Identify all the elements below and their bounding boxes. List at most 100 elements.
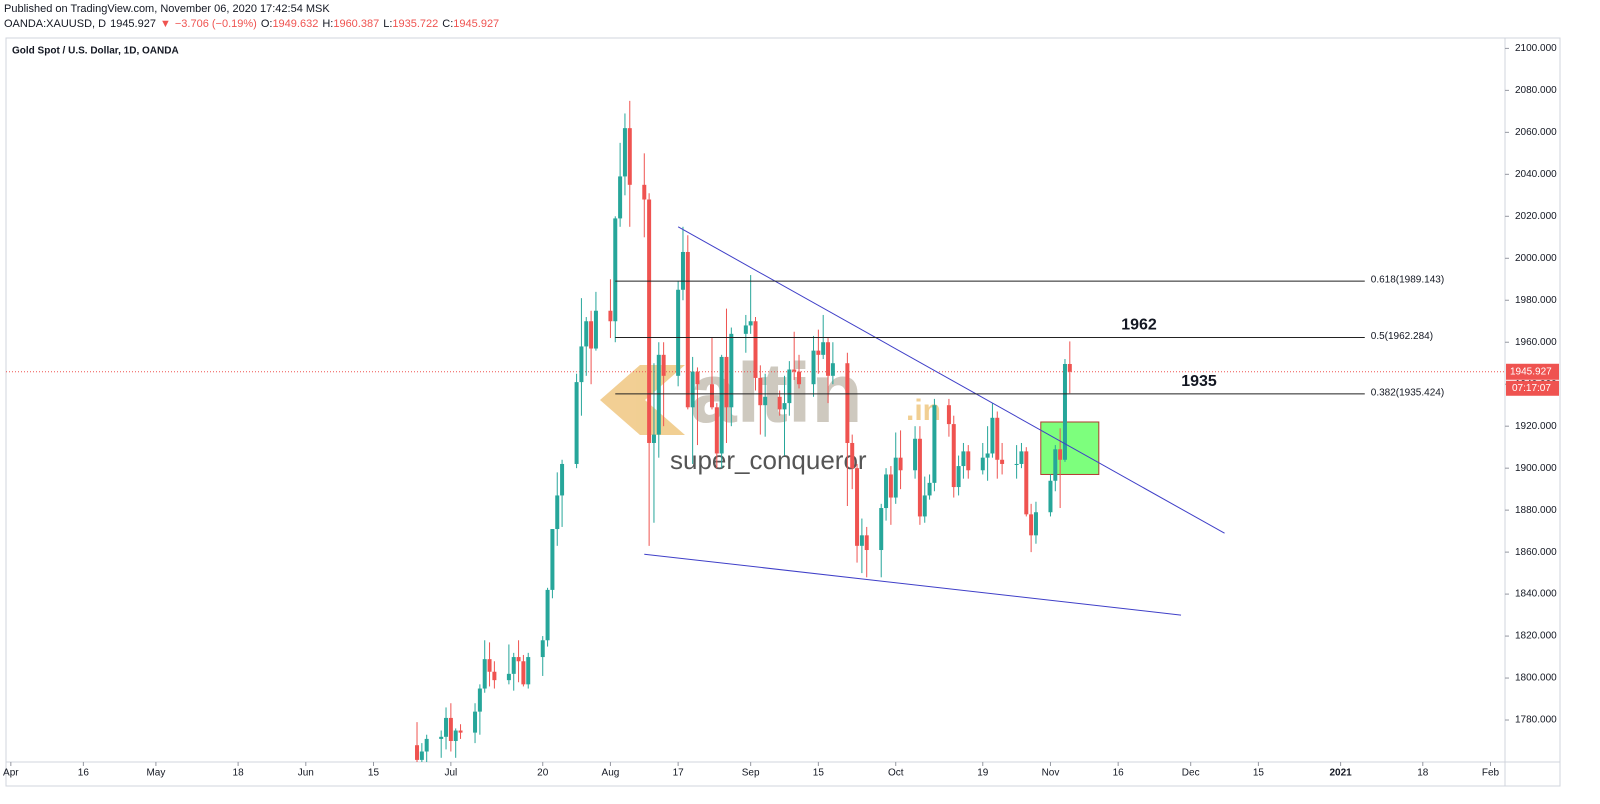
fib-note: 1935 — [1181, 373, 1217, 390]
candle-body — [946, 405, 951, 425]
candle-body — [618, 176, 623, 219]
candle-body — [584, 321, 589, 347]
candle-body — [763, 396, 768, 406]
y-tick-label: 1800.000 — [1515, 673, 1557, 684]
candle-body — [1062, 363, 1067, 460]
candle-body — [985, 453, 990, 458]
trend-line — [644, 553, 1182, 616]
candle-body — [811, 350, 816, 385]
x-tick-label: Sep — [742, 768, 760, 779]
fib-label: 0.618(1989.143) — [1371, 275, 1444, 286]
ohlc-label: O: — [260, 18, 273, 30]
y-tick-label: 1980.000 — [1515, 295, 1557, 306]
ohlc-value: 1960.387 — [333, 18, 380, 30]
candle-body — [1053, 449, 1058, 481]
countdown: 07:17:07 — [1512, 383, 1551, 394]
candle-body — [1058, 449, 1063, 460]
candle-body — [714, 407, 719, 454]
candle-body — [884, 474, 889, 509]
candle-body — [516, 657, 521, 662]
candle-body — [956, 466, 961, 488]
candle-body — [855, 468, 860, 546]
ohlc-label: L: — [383, 18, 393, 30]
candle-body — [850, 442, 855, 469]
candle-body — [506, 673, 511, 681]
x-tick-label: 20 — [537, 768, 549, 779]
x-tick-label: 15 — [813, 768, 825, 779]
header: Published on TradingView.com, November 0… — [4, 2, 507, 32]
x-tick-label: 17 — [673, 768, 685, 779]
x-tick-label: Dec — [1182, 768, 1200, 779]
candle-body — [816, 350, 821, 355]
candle-body — [961, 451, 966, 467]
y-tick-label: 2040.000 — [1515, 169, 1557, 180]
candle-body — [545, 589, 550, 641]
candle-body — [729, 333, 734, 408]
y-tick-label: 1900.000 — [1515, 463, 1557, 474]
y-tick-label: 1860.000 — [1515, 547, 1557, 558]
x-tick-label: Feb — [1482, 768, 1500, 779]
y-tick-label: 1780.000 — [1515, 715, 1557, 726]
y-tick-label: 2000.000 — [1515, 253, 1557, 264]
candle-body — [966, 451, 971, 471]
x-tick-label: 15 — [368, 768, 380, 779]
x-tick-label: Aug — [602, 768, 620, 779]
candle-body — [550, 529, 555, 590]
candle-body — [444, 717, 449, 737]
ohlc-value: 1949.632 — [272, 18, 319, 30]
candle-body — [845, 363, 850, 443]
candle-body — [748, 321, 753, 326]
candle-body — [647, 199, 652, 443]
watermark-user: super_conqueror — [670, 445, 867, 475]
candle-body — [593, 310, 598, 349]
x-tick-label: 15 — [1253, 768, 1265, 779]
candle-body — [448, 717, 453, 742]
candle-body — [482, 659, 487, 689]
candle-body — [990, 417, 995, 454]
last-price: 1945.927 — [110, 18, 156, 30]
ohlc-label: H: — [322, 18, 334, 30]
y-tick-label: 1880.000 — [1515, 505, 1557, 516]
ohlc-label: C: — [442, 18, 454, 30]
candle-body — [622, 128, 627, 177]
ohlc: O:1949.632 H:1960.387 L:1935.722 C:1945.927 — [261, 18, 503, 30]
candle-body — [1019, 451, 1024, 464]
x-tick-label: Jul — [444, 768, 457, 779]
x-tick-label: Apr — [3, 768, 19, 779]
candle-body — [685, 251, 690, 408]
candle-body — [642, 184, 647, 200]
candle-body — [453, 730, 458, 742]
candle-body — [898, 457, 903, 471]
candle-body — [932, 405, 937, 483]
candle-body — [613, 218, 618, 322]
candle-body — [922, 495, 927, 517]
x-tick-label: Jun — [298, 768, 314, 779]
candle-body — [864, 535, 869, 551]
candle-body — [859, 535, 864, 546]
y-tick-label: 1840.000 — [1515, 589, 1557, 600]
candle-body — [424, 738, 429, 752]
candle-body — [879, 508, 884, 551]
candle-body — [821, 342, 826, 355]
candle-body — [511, 657, 516, 674]
x-tick-label: May — [146, 768, 165, 779]
candle-body — [690, 371, 695, 408]
candle-body — [893, 457, 898, 498]
candle-body — [589, 321, 594, 349]
arrow: ▼ — [159, 18, 171, 30]
candle-body — [1000, 459, 1005, 464]
frame — [5, 37, 1561, 787]
candle-body — [753, 321, 758, 378]
candle-body — [487, 659, 492, 672]
candle-body — [574, 382, 579, 464]
candle-body — [995, 417, 1000, 460]
chart-title: Gold Spot / U.S. Dollar, 1D, OANDA — [12, 46, 179, 57]
y-tick-label: 1820.000 — [1515, 631, 1557, 642]
candle-body — [888, 474, 893, 498]
candle-body — [913, 438, 918, 471]
change: −3.706 (−0.19%) — [174, 18, 257, 30]
y-tick-label: 2100.000 — [1515, 43, 1557, 54]
candle-body — [540, 640, 545, 658]
